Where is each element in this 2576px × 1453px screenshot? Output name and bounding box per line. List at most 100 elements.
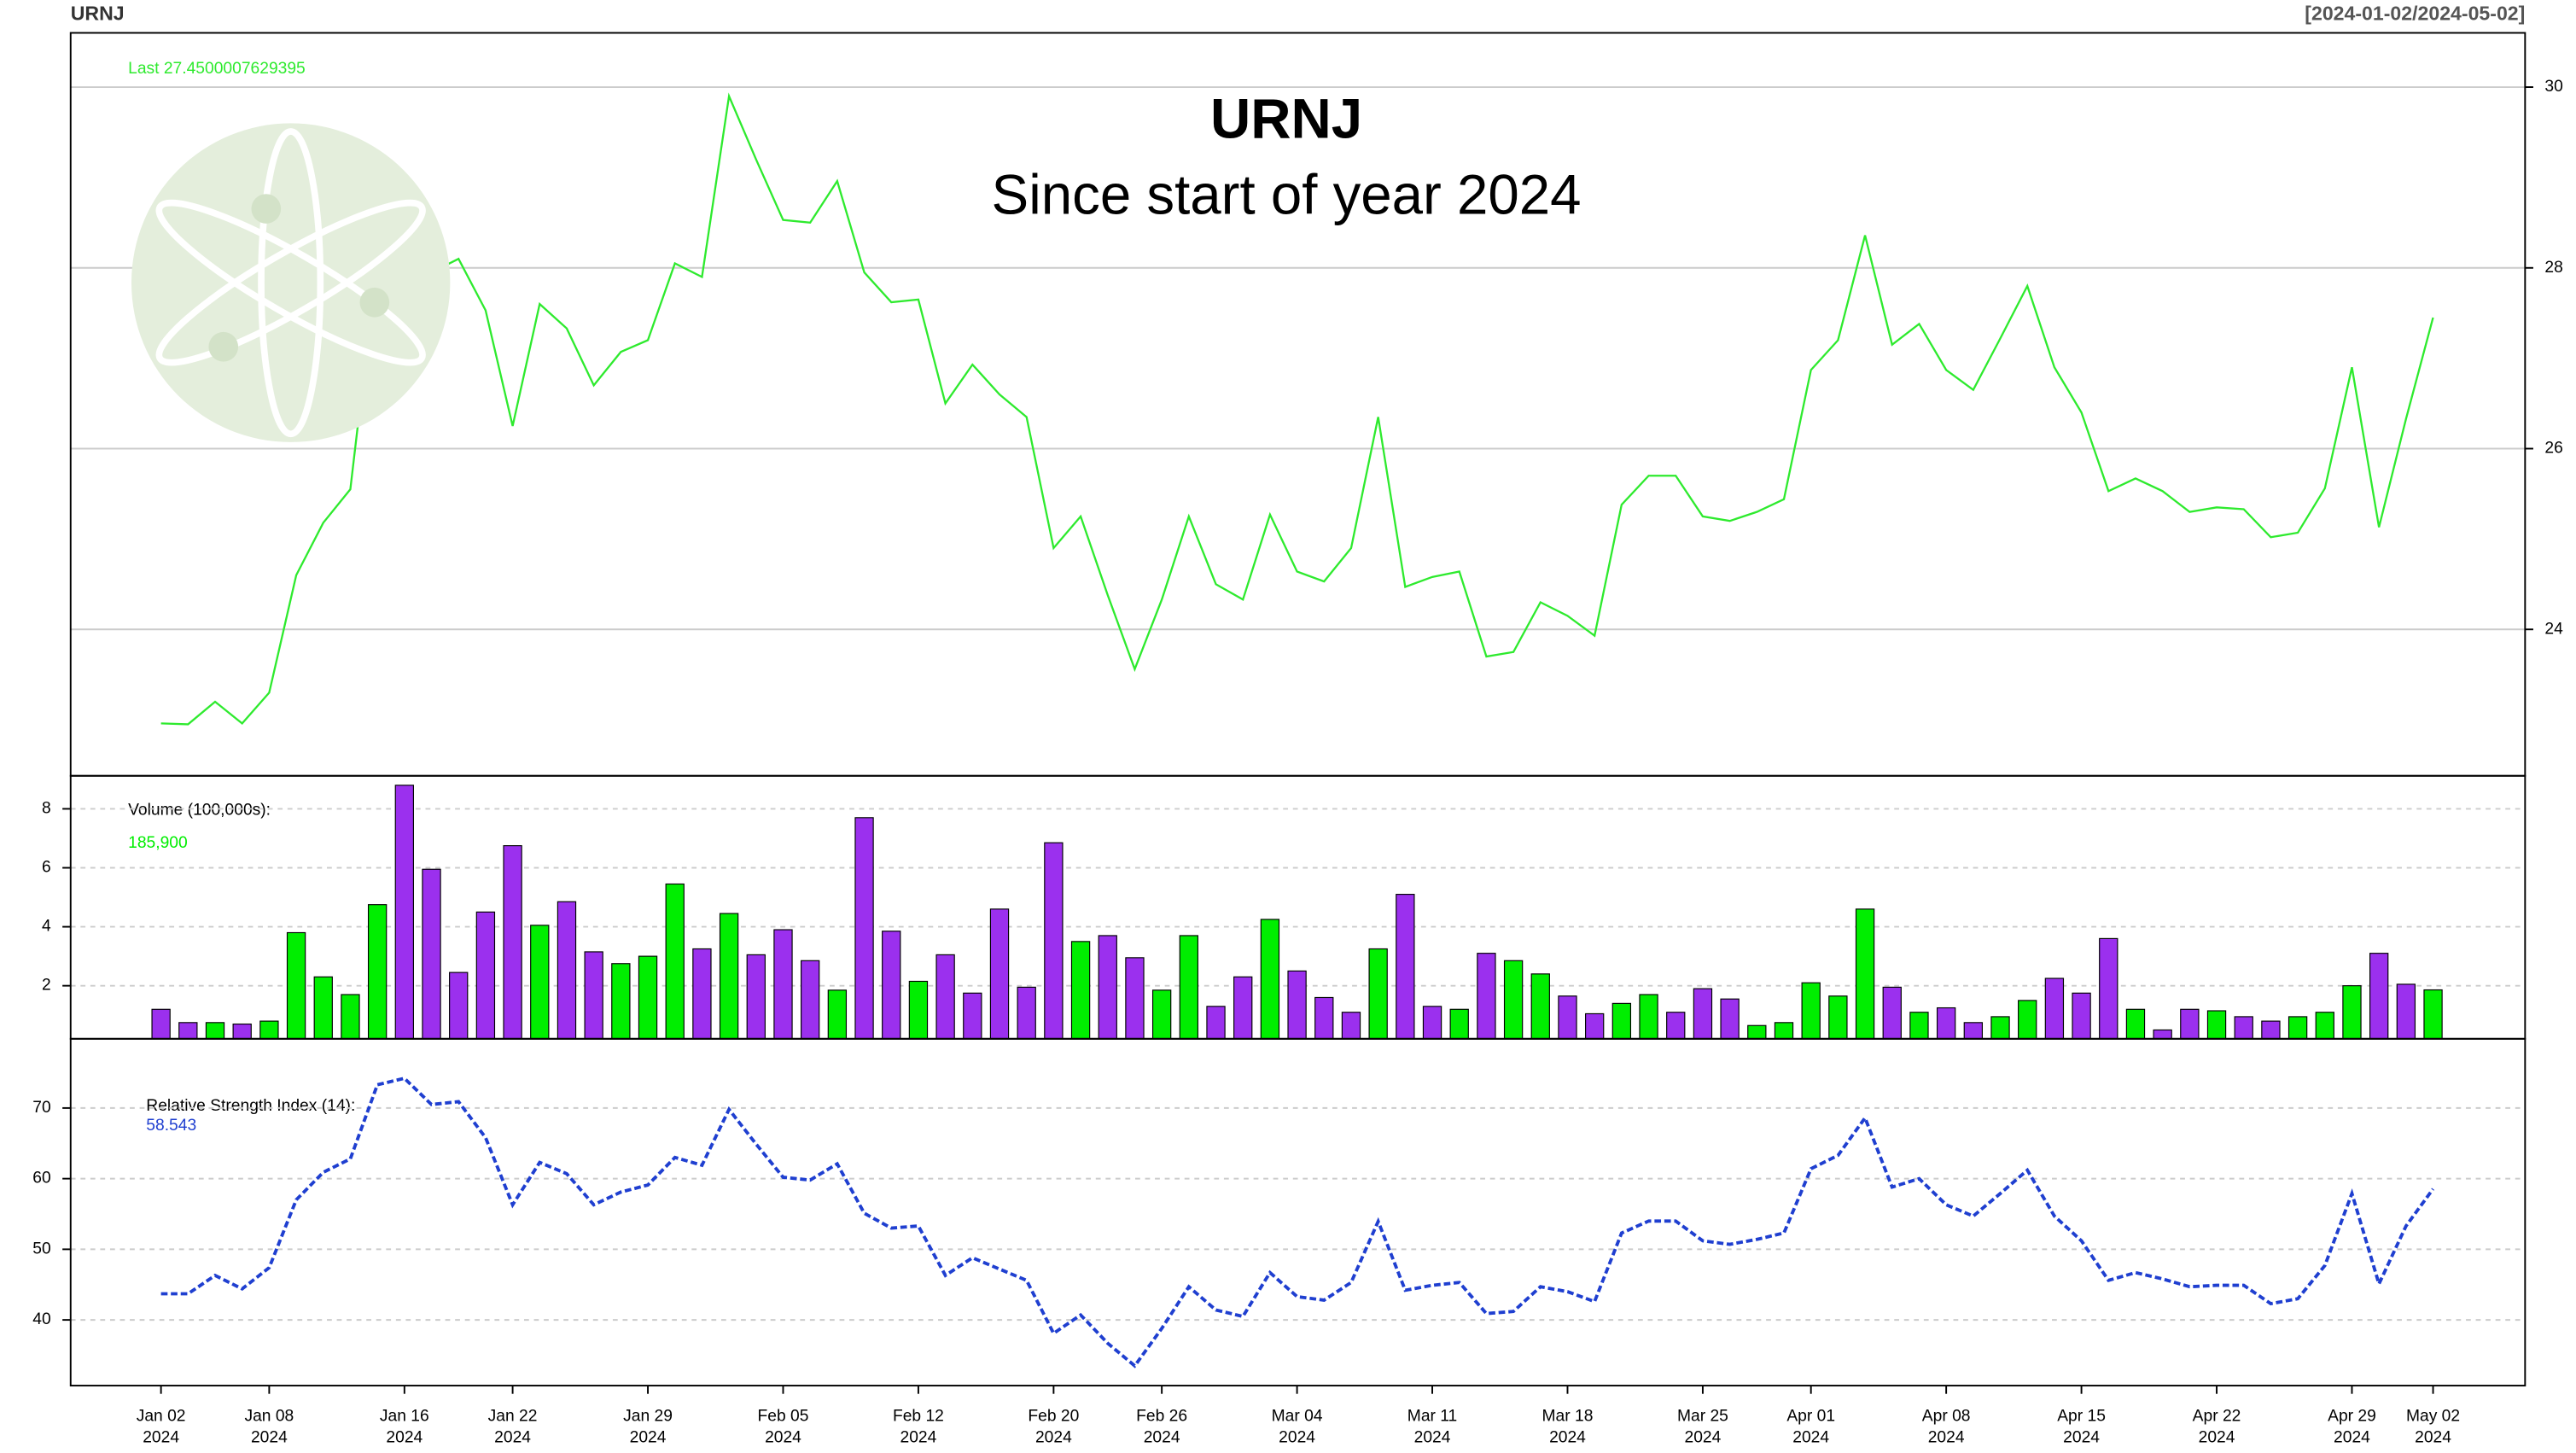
volume-bar bbox=[1477, 953, 1496, 1040]
volume-bar bbox=[2153, 1029, 2172, 1040]
y-tick-label: 30 bbox=[2544, 78, 2562, 96]
volume-bar bbox=[1341, 1012, 1361, 1040]
x-tick-label: 2024 bbox=[1144, 1429, 1180, 1447]
volume-bar bbox=[584, 951, 603, 1040]
x-tick-label: Jan 22 bbox=[488, 1408, 538, 1426]
volume-bar bbox=[1260, 919, 1280, 1040]
volume-bar bbox=[1774, 1022, 1794, 1040]
volume-bar bbox=[1287, 970, 1307, 1040]
volume-bar bbox=[1449, 1008, 1469, 1040]
x-tick-label: Apr 15 bbox=[2057, 1408, 2106, 1426]
x-tick-label: 2024 bbox=[630, 1429, 667, 1447]
volume-bar bbox=[2044, 977, 2065, 1040]
volume-bar bbox=[232, 1023, 252, 1040]
x-tick-label: Jan 29 bbox=[623, 1408, 673, 1426]
volume-bar bbox=[827, 989, 848, 1040]
x-tick-label: Apr 29 bbox=[2328, 1408, 2376, 1426]
volume-bar bbox=[1098, 935, 1117, 1040]
panel: 40 50 60 70 Jan 02 2024 Jan 08 2024 Jan 16 2024 Ja… bbox=[32, 1037, 2526, 1447]
volume-bar bbox=[1179, 935, 1198, 1040]
volume-label: Volume (100,000s): bbox=[128, 801, 271, 819]
volume-bar bbox=[1963, 1022, 1983, 1040]
y-tick-label: 6 bbox=[42, 859, 51, 877]
x-tick-label: 2024 bbox=[386, 1429, 423, 1447]
x-tick-label: 2024 bbox=[2063, 1429, 2100, 1447]
volume-bar bbox=[178, 1022, 198, 1040]
volume-bar bbox=[259, 1020, 279, 1040]
volume-bar bbox=[1747, 1024, 1767, 1040]
x-tick-label: May 02 bbox=[2406, 1408, 2460, 1426]
panel: 2 4 6 8 bbox=[42, 774, 2526, 1040]
rsi-label: Relative Strength Index (14): bbox=[146, 1097, 355, 1115]
volume-bar bbox=[1314, 996, 1334, 1040]
volume-bar bbox=[2315, 1012, 2334, 1040]
x-tick-label: Jan 08 bbox=[244, 1408, 294, 1426]
volume-bar bbox=[1125, 957, 1145, 1040]
y-tick-label: 2 bbox=[42, 977, 51, 995]
volume-bar bbox=[475, 911, 496, 1040]
y-tick-label: 24 bbox=[2544, 620, 2563, 638]
volume-bar bbox=[1530, 973, 1550, 1040]
volume-bar bbox=[1990, 1016, 2010, 1040]
volume-bar bbox=[557, 901, 577, 1040]
symbol: URNJ bbox=[71, 2, 125, 24]
x-tick-label: 2024 bbox=[1035, 1429, 1072, 1447]
volume-bar bbox=[692, 948, 712, 1040]
logo bbox=[131, 123, 451, 442]
x-tick-label: 2024 bbox=[2415, 1429, 2451, 1447]
volume-bar bbox=[989, 908, 1010, 1040]
volume-bar bbox=[1855, 908, 1875, 1040]
x-tick-label: 2024 bbox=[1549, 1429, 1586, 1447]
x-tick-label: 2024 bbox=[2334, 1429, 2370, 1447]
y-tick-label: 8 bbox=[42, 800, 51, 818]
volume-bar bbox=[2369, 953, 2389, 1040]
volume-bar bbox=[1396, 894, 1415, 1040]
volume-bar bbox=[449, 972, 469, 1040]
chart-subtitle: Since start of year 2024 bbox=[992, 163, 1582, 225]
x-tick-label: 2024 bbox=[765, 1429, 801, 1447]
volume-bar bbox=[313, 976, 333, 1040]
volume-bar bbox=[1801, 982, 1821, 1040]
volume-bar bbox=[773, 929, 793, 1040]
volume-bar bbox=[1017, 986, 1036, 1040]
volume-last: 185,900 bbox=[128, 834, 188, 852]
x-tick-label: 2024 bbox=[1685, 1429, 1722, 1447]
volume-bar bbox=[1720, 998, 1740, 1040]
volume-bar bbox=[341, 994, 360, 1040]
volume-bar bbox=[1233, 976, 1253, 1040]
y-tick-label: 40 bbox=[32, 1310, 50, 1328]
volume-bar bbox=[1828, 995, 1848, 1040]
panel: 24 26 28 30 bbox=[69, 32, 2563, 777]
volume-bar bbox=[2342, 985, 2362, 1040]
volume-bar bbox=[1044, 842, 1064, 1040]
volume-bar bbox=[503, 845, 522, 1040]
volume-bar bbox=[963, 992, 982, 1040]
x-tick-label: 2024 bbox=[494, 1429, 531, 1447]
x-tick-label: 2024 bbox=[900, 1429, 937, 1447]
volume-bar bbox=[2018, 1000, 2037, 1040]
chart-title: URNJ bbox=[1210, 88, 1362, 150]
volume-bar bbox=[422, 868, 441, 1040]
volume-bar bbox=[1070, 941, 1091, 1040]
volume-bar bbox=[719, 913, 739, 1040]
volume-bar bbox=[882, 931, 901, 1040]
volume-bar bbox=[854, 817, 874, 1040]
x-tick-label: Apr 01 bbox=[1786, 1408, 1835, 1426]
volume-bar bbox=[1422, 1006, 1442, 1040]
volume-bar bbox=[1882, 986, 1902, 1040]
volume-bar bbox=[367, 904, 388, 1040]
volume-bar bbox=[2261, 1020, 2281, 1040]
volume-bar bbox=[935, 954, 955, 1040]
x-tick-label: Feb 20 bbox=[1028, 1408, 1079, 1426]
date-range: [2024-01-02/2024-05-02] bbox=[2305, 2, 2525, 24]
volume-bar bbox=[1558, 995, 1577, 1040]
volume-bar bbox=[1639, 994, 1658, 1040]
x-tick-label: 2024 bbox=[251, 1429, 288, 1447]
volume-bar bbox=[2288, 1016, 2308, 1040]
price-line bbox=[160, 1077, 2435, 1368]
y-tick-label: 60 bbox=[32, 1170, 50, 1187]
y-tick-label: 28 bbox=[2544, 259, 2562, 277]
volume-bar bbox=[151, 1008, 171, 1040]
volume-bar bbox=[1611, 1002, 1632, 1040]
